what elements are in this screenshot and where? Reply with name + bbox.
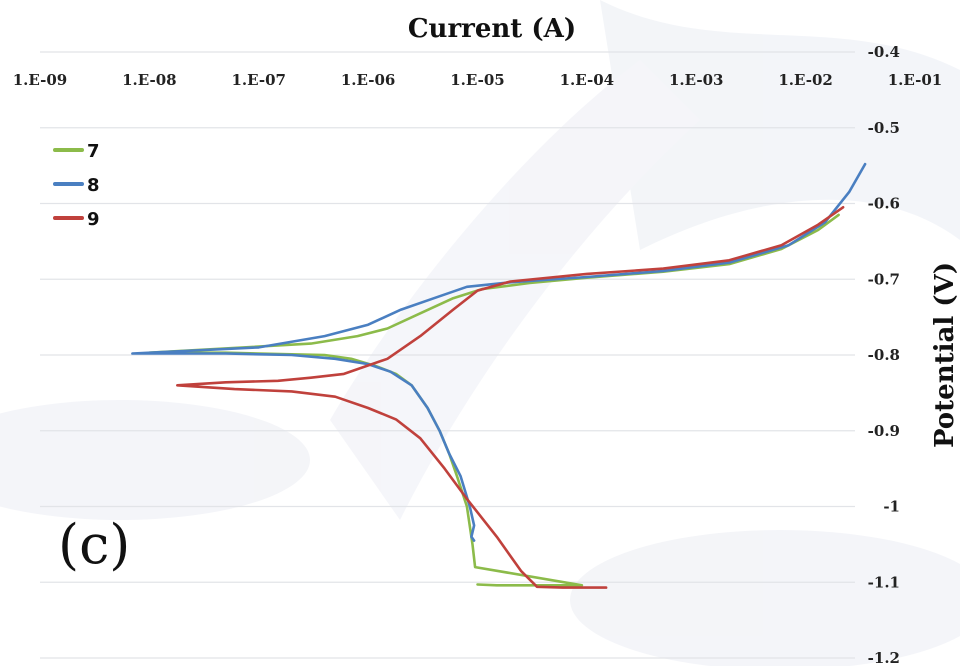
y-axis-ticks: -0.4 -0.5 -0.6 -0.7 -0.8 -0.9 -1 -1.1 -1.2 — [868, 43, 900, 666]
legend: 7 8 9 — [53, 141, 100, 230]
legend-label-7: 7 — [87, 141, 100, 162]
y-tick-label-8: -1.2 — [868, 649, 900, 666]
y-tick-label-5: -0.9 — [868, 422, 900, 440]
x-tick-label-3: 1.E-06 — [341, 71, 395, 89]
x-tick-label-4: 1.E-05 — [450, 71, 504, 89]
legend-label-8: 8 — [87, 175, 100, 196]
x-tick-label-6: 1.E-03 — [669, 71, 723, 89]
x-tick-label-8: 1.E-01 — [888, 71, 942, 89]
y-tick-label-7: -1.1 — [868, 573, 900, 591]
y-tick-label-4: -0.8 — [868, 346, 900, 364]
series-line-8 — [131, 162, 867, 542]
series-line-9 — [176, 206, 845, 589]
gridlines — [40, 51, 855, 659]
y-tick-label-1: -0.5 — [868, 119, 900, 137]
y-tick-label-0: -0.4 — [868, 43, 900, 61]
x-tick-label-1: 1.E-08 — [122, 71, 176, 89]
x-tick-label-7: 1.E-02 — [778, 71, 832, 89]
series-lines — [131, 162, 867, 589]
x-axis-title: Current (A) — [408, 14, 576, 44]
y-axis-title: Potential (V) — [930, 262, 960, 448]
x-tick-label-5: 1.E-04 — [560, 71, 614, 89]
x-tick-label-2: 1.E-07 — [232, 71, 286, 89]
x-tick-label-0: 1.E-09 — [13, 71, 67, 89]
y-tick-label-3: -0.7 — [868, 270, 900, 288]
legend-label-9: 9 — [87, 209, 100, 230]
panel-label: (c) — [58, 513, 130, 576]
y-tick-label-2: -0.6 — [868, 195, 900, 213]
x-axis-ticks: 1.E-09 1.E-08 1.E-07 1.E-06 1.E-05 1.E-04 1.E-… — [13, 71, 942, 89]
y-tick-label-6: -1 — [883, 498, 900, 516]
